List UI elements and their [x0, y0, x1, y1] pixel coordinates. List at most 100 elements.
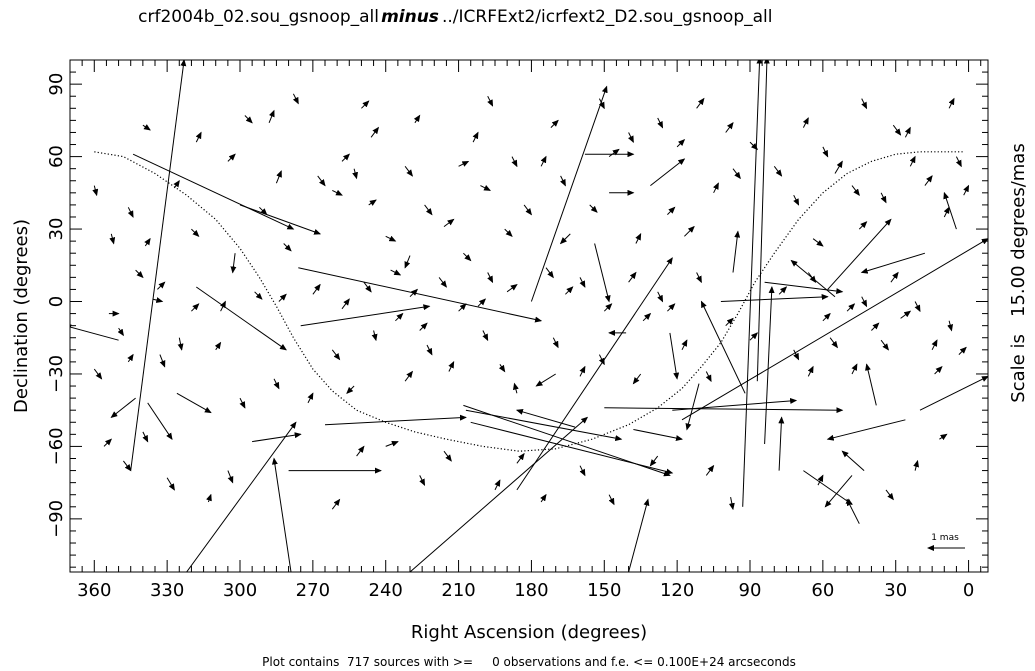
- residual-arrow: [498, 364, 506, 373]
- residual-arrow-long: [300, 304, 431, 327]
- residual-arrow: [749, 332, 759, 341]
- residual-arrow-long: [650, 158, 686, 186]
- residual-arrow: [448, 361, 455, 372]
- residual-arrow: [681, 339, 688, 351]
- residual-arrow-long: [515, 408, 576, 428]
- residual-arrow-long: [132, 153, 295, 230]
- residual-arrow: [963, 184, 970, 196]
- residual-arrow: [93, 368, 103, 380]
- residual-arrow-long: [252, 432, 302, 443]
- chart-title-right: ../ICRFExt2/icrfext2_D2.sou_gsnoop_all: [442, 7, 773, 27]
- residual-arrow: [904, 126, 911, 138]
- residual-arrow: [545, 267, 554, 279]
- residual-arrow: [395, 312, 404, 322]
- y-tick-label: 60: [46, 145, 67, 168]
- residual-arrow: [259, 206, 268, 216]
- residual-arrow: [749, 141, 759, 151]
- residual-arrow: [341, 298, 350, 310]
- residual-arrow-long: [803, 470, 853, 505]
- y-tick-labels: 90 60 30 0 −30 −60 −90: [46, 73, 67, 538]
- residual-arrow: [579, 465, 586, 477]
- residual-arrow: [793, 194, 800, 206]
- residual-arrow: [191, 228, 200, 238]
- residual-arrow-long: [186, 421, 297, 572]
- x-tick-label: 30: [884, 580, 907, 601]
- residual-arrow: [649, 455, 659, 467]
- residual-arrow: [472, 131, 479, 143]
- residual-arrow: [480, 185, 491, 191]
- residual-arrow-long: [827, 218, 892, 290]
- residual-arrow-long: [409, 416, 589, 572]
- residual-arrow-long: [628, 498, 650, 572]
- residual-arrow: [317, 175, 326, 187]
- residual-arrow: [579, 365, 586, 377]
- residual-arrow-long: [196, 286, 287, 351]
- residual-arrow: [812, 238, 824, 247]
- residual-arrow: [725, 317, 734, 327]
- residual-arrow: [943, 206, 950, 218]
- residual-arrow-long: [824, 475, 853, 508]
- residual-arrow: [275, 170, 282, 184]
- residual-arrow: [438, 277, 448, 288]
- residual-arrow-long: [778, 416, 785, 471]
- residual-arrow: [732, 168, 741, 180]
- residual-arrow: [506, 284, 518, 293]
- residual-arrow-long: [535, 373, 556, 387]
- y-tick-label: 90: [46, 73, 67, 96]
- residual-arrow: [458, 303, 467, 312]
- residual-arrow: [657, 291, 664, 303]
- residual-arrow: [934, 365, 943, 375]
- galactic-plane-curve: [94, 151, 964, 452]
- chart-title-middle: minus: [381, 7, 439, 27]
- residual-arrow: [931, 339, 938, 351]
- residual-arrow: [127, 353, 134, 363]
- residual-arrow: [667, 206, 676, 215]
- residual-arrow: [871, 322, 880, 331]
- residual-arrow: [371, 330, 378, 342]
- plot-frame: [69, 59, 989, 573]
- residual-arrow: [628, 132, 634, 143]
- x-tick-label: 240: [369, 580, 403, 601]
- residual-arrow: [728, 497, 735, 511]
- residual-arrow: [307, 392, 314, 404]
- residual-arrow: [419, 322, 428, 331]
- residual-arrow-long: [681, 238, 988, 421]
- residual-arrow: [947, 320, 954, 332]
- residual-arrow: [657, 117, 664, 129]
- residual-arrow: [958, 346, 967, 355]
- residual-arrow: [341, 153, 351, 162]
- residual-arrow: [523, 204, 533, 216]
- residual-arrow: [144, 237, 151, 247]
- residual-arrow-long: [943, 191, 957, 230]
- residual-arrow: [346, 385, 355, 395]
- residual-arrow-long: [324, 414, 467, 426]
- residual-arrow: [851, 363, 858, 375]
- residual-arrow: [705, 371, 712, 383]
- residual-arrow: [361, 100, 370, 109]
- residual-arrow: [477, 298, 487, 307]
- axis-ticks: [70, 60, 988, 572]
- residual-arrow: [632, 373, 642, 385]
- residual-arrow: [312, 283, 321, 295]
- residual-arrow: [696, 272, 702, 284]
- residual-arrow: [292, 93, 299, 105]
- x-tick-label: 270: [296, 580, 330, 601]
- residual-arrow: [516, 452, 525, 464]
- residual-arrow: [283, 243, 292, 252]
- residual-arrow: [846, 303, 856, 312]
- residual-arrow: [390, 269, 402, 276]
- residual-arrow: [177, 337, 184, 351]
- residual-arrow-long: [756, 60, 770, 382]
- residual-arrow: [778, 286, 788, 295]
- residual-arrow: [550, 119, 559, 128]
- y-tick-label: −90: [46, 500, 67, 538]
- residual-arrow: [909, 155, 916, 167]
- residual-arrow: [885, 489, 894, 501]
- residual-arrow: [559, 233, 571, 245]
- residual-arrow: [890, 271, 899, 283]
- residual-arrow: [900, 310, 912, 319]
- residual-arrow: [834, 160, 843, 174]
- residual-arrow: [244, 115, 253, 124]
- residual-arrow-long: [720, 293, 829, 302]
- residual-arrow: [725, 122, 734, 133]
